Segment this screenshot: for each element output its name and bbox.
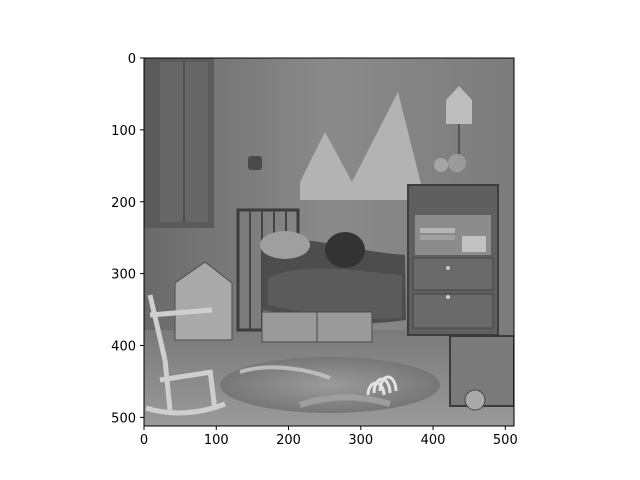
x-tick-label: 300 <box>348 433 373 448</box>
y-tick-label: 0 <box>128 52 136 67</box>
grayscale-image <box>144 58 514 426</box>
x-tick-label: 500 <box>493 433 518 448</box>
x-axis: 0 100 200 300 400 500 <box>140 426 518 448</box>
x-tick-label: 400 <box>421 433 446 448</box>
y-tick-label: 300 <box>111 268 136 283</box>
y-tick-label: 100 <box>111 124 136 139</box>
x-tick-label: 100 <box>204 433 229 448</box>
y-tick-label: 400 <box>111 340 136 355</box>
x-tick-label: 200 <box>276 433 301 448</box>
x-tick-label: 0 <box>140 433 148 448</box>
axes-frame <box>143 57 515 427</box>
y-tick-label: 200 <box>111 196 136 211</box>
y-tick-label: 500 <box>111 411 136 426</box>
y-axis: 0 100 200 300 400 500 <box>111 52 144 426</box>
